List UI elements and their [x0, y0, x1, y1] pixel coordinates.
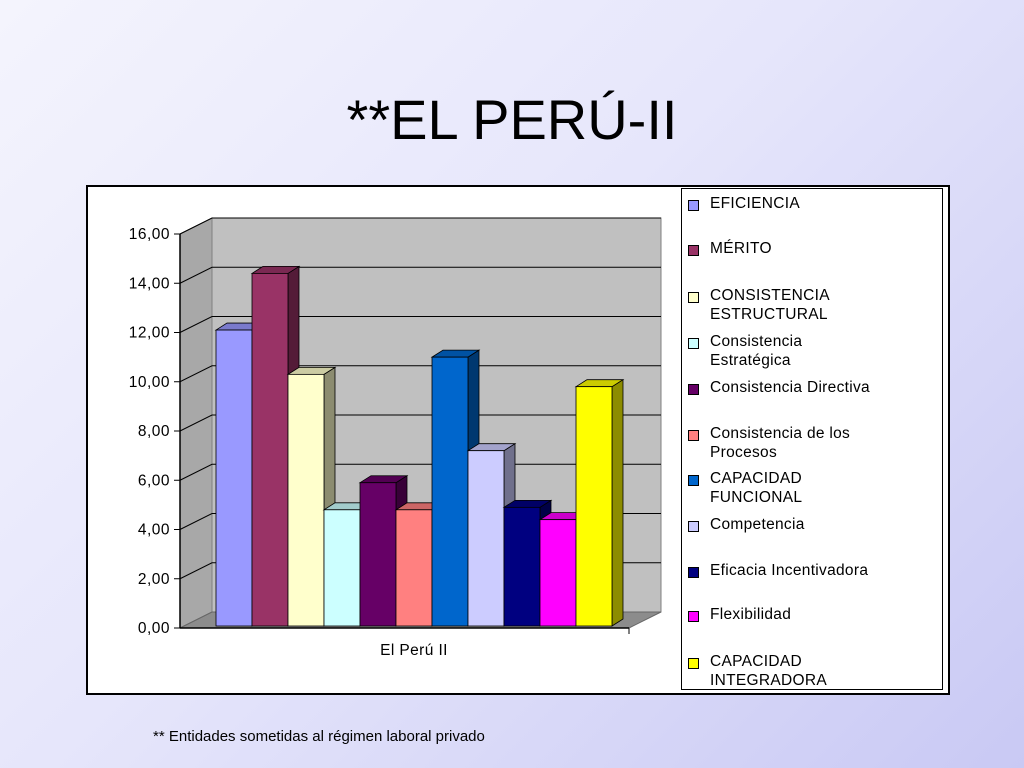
y-tick-label: 16,00 — [129, 226, 170, 243]
y-tick-label: 4,00 — [138, 522, 170, 539]
gridline — [179, 316, 661, 333]
legend-swatch — [688, 658, 699, 669]
y-tick-label: 10,00 — [129, 374, 170, 391]
legend-label: CAPACIDAD INTEGRADORA — [710, 653, 827, 689]
legend-label: CAPACIDAD FUNCIONAL — [710, 470, 803, 506]
legend-swatch — [688, 567, 699, 578]
y-tick-label: 0,00 — [138, 620, 170, 637]
legend-swatch — [688, 611, 699, 622]
legend-label: Consistencia Directiva — [710, 379, 870, 396]
bar — [503, 506, 541, 627]
bar — [575, 386, 613, 627]
legend-label: Competencia — [710, 516, 805, 533]
bar — [395, 509, 433, 627]
legend-label: Consistencia de los Procesos — [710, 425, 851, 461]
bar — [467, 450, 505, 627]
legend-swatch — [688, 475, 699, 486]
y-tick-label: 2,00 — [138, 571, 170, 588]
legend-swatch — [688, 384, 699, 395]
x-category-label: El Perú II — [380, 642, 448, 659]
y-tick-label: 8,00 — [138, 423, 170, 440]
legend-swatch — [688, 292, 699, 303]
legend-swatch — [688, 200, 699, 211]
bar — [215, 329, 253, 627]
gridline — [179, 365, 661, 383]
legend-label: MÉRITO — [710, 240, 772, 257]
legend-swatch — [688, 338, 699, 349]
footnote: ** Entidades sometidas al régimen labora… — [153, 728, 485, 745]
legend-swatch — [688, 430, 699, 441]
legend-label: EFICIENCIA — [710, 195, 800, 212]
bar — [251, 272, 289, 627]
legend-label: CONSISTENCIA ESTRUCTURAL — [710, 287, 830, 323]
bar-side — [611, 378, 624, 627]
bar — [431, 356, 469, 627]
legend-swatch — [688, 245, 699, 256]
gridline — [179, 266, 661, 284]
bar — [323, 509, 361, 627]
slide-title: **EL PERÚ-II — [346, 88, 678, 151]
legend-label: Eficacia Incentivadora — [710, 562, 869, 579]
legend-label: Flexibilidad — [710, 606, 792, 623]
bar — [539, 519, 577, 627]
legend-label: Consistencia Estratégica — [710, 333, 803, 369]
gridline — [179, 414, 661, 432]
legend-swatch — [688, 521, 699, 532]
y-tick-label: 6,00 — [138, 472, 170, 489]
y-tick-label: 14,00 — [129, 275, 170, 292]
y-tick-label: 12,00 — [129, 325, 170, 342]
chart-legend: EFICIENCIA MÉRITO CONSISTENCIA ESTRUCTURAL… — [681, 188, 943, 690]
bar — [359, 482, 397, 627]
gridline — [179, 217, 661, 235]
bar — [287, 373, 325, 627]
